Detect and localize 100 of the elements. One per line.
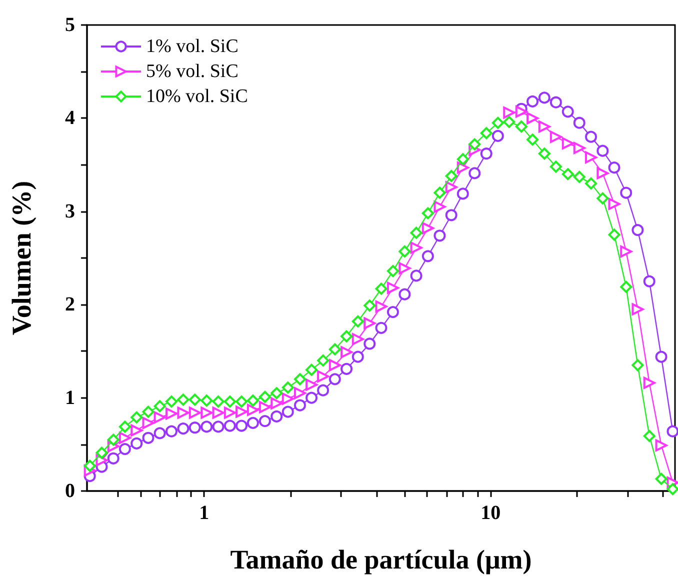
point xyxy=(154,427,166,440)
point xyxy=(445,209,458,222)
point xyxy=(294,387,306,400)
point xyxy=(224,420,236,432)
point xyxy=(655,439,668,452)
point xyxy=(224,406,236,419)
point xyxy=(294,399,306,412)
point xyxy=(364,317,376,330)
point xyxy=(118,420,131,433)
point xyxy=(142,406,154,418)
point xyxy=(317,384,330,396)
point xyxy=(317,354,330,367)
point xyxy=(258,401,271,414)
point xyxy=(118,432,131,444)
point xyxy=(585,130,597,143)
point xyxy=(118,443,131,456)
point xyxy=(445,181,458,194)
point xyxy=(386,265,399,278)
point xyxy=(643,430,656,442)
point xyxy=(550,130,562,143)
point xyxy=(364,300,376,312)
point xyxy=(328,359,341,372)
point xyxy=(434,186,446,199)
point xyxy=(236,420,248,432)
point xyxy=(328,343,341,356)
point xyxy=(608,198,620,210)
point xyxy=(596,144,609,157)
point xyxy=(596,192,609,204)
point xyxy=(200,394,213,407)
point xyxy=(130,411,143,424)
point xyxy=(328,373,341,386)
point xyxy=(340,330,353,342)
point xyxy=(608,228,620,241)
point xyxy=(375,282,388,295)
x-tick-label: 10 xyxy=(480,502,501,524)
point xyxy=(130,437,143,450)
point xyxy=(224,396,236,408)
point xyxy=(165,425,178,438)
point xyxy=(445,170,458,182)
point xyxy=(422,250,434,262)
point xyxy=(364,338,376,350)
point xyxy=(306,364,318,376)
point xyxy=(666,425,678,438)
point xyxy=(515,120,528,133)
point xyxy=(550,96,562,108)
point xyxy=(188,394,201,406)
point xyxy=(456,162,469,174)
point xyxy=(282,392,294,405)
point xyxy=(666,483,678,496)
point xyxy=(212,406,224,419)
point xyxy=(550,160,562,173)
point xyxy=(340,346,353,358)
point xyxy=(212,420,224,433)
point xyxy=(596,167,609,180)
point xyxy=(422,207,434,220)
point xyxy=(526,134,539,146)
point xyxy=(177,394,190,406)
point xyxy=(503,116,516,128)
point xyxy=(410,242,422,254)
point xyxy=(107,434,120,446)
point xyxy=(456,153,469,166)
point xyxy=(154,411,166,424)
point xyxy=(468,167,481,180)
point xyxy=(608,162,620,174)
point xyxy=(212,396,224,408)
point xyxy=(165,408,178,420)
point xyxy=(84,460,96,472)
y-axis-title: Volumen (%) xyxy=(6,180,36,336)
y-tick-label: 3 xyxy=(65,200,75,222)
point xyxy=(246,416,259,429)
point xyxy=(375,322,388,334)
point xyxy=(398,245,411,258)
point xyxy=(655,472,668,485)
point xyxy=(270,387,283,400)
y-tick-label: 5 xyxy=(65,14,75,36)
point xyxy=(526,95,539,108)
x-axis-title: Tamaño de partícula (μm) xyxy=(230,544,532,574)
point xyxy=(632,303,644,316)
y-tick-label: 0 xyxy=(65,480,75,502)
legend-label: 10% vol. SiC xyxy=(146,86,248,107)
point xyxy=(282,406,294,418)
point xyxy=(200,406,213,419)
point xyxy=(562,106,574,118)
point xyxy=(236,396,248,408)
point xyxy=(562,137,574,150)
point xyxy=(258,390,271,403)
y-tick-label: 4 xyxy=(65,107,75,130)
point xyxy=(386,306,399,318)
point xyxy=(632,224,644,236)
point xyxy=(352,315,364,328)
point xyxy=(130,424,143,436)
point xyxy=(655,350,668,363)
point xyxy=(422,222,434,234)
point xyxy=(526,112,539,124)
legend-label: 5% vol. SiC xyxy=(146,61,238,82)
point xyxy=(352,333,364,346)
legend-label: 1% vol. SiC xyxy=(146,36,238,57)
point xyxy=(270,410,283,422)
point xyxy=(177,406,190,419)
point xyxy=(585,177,597,190)
